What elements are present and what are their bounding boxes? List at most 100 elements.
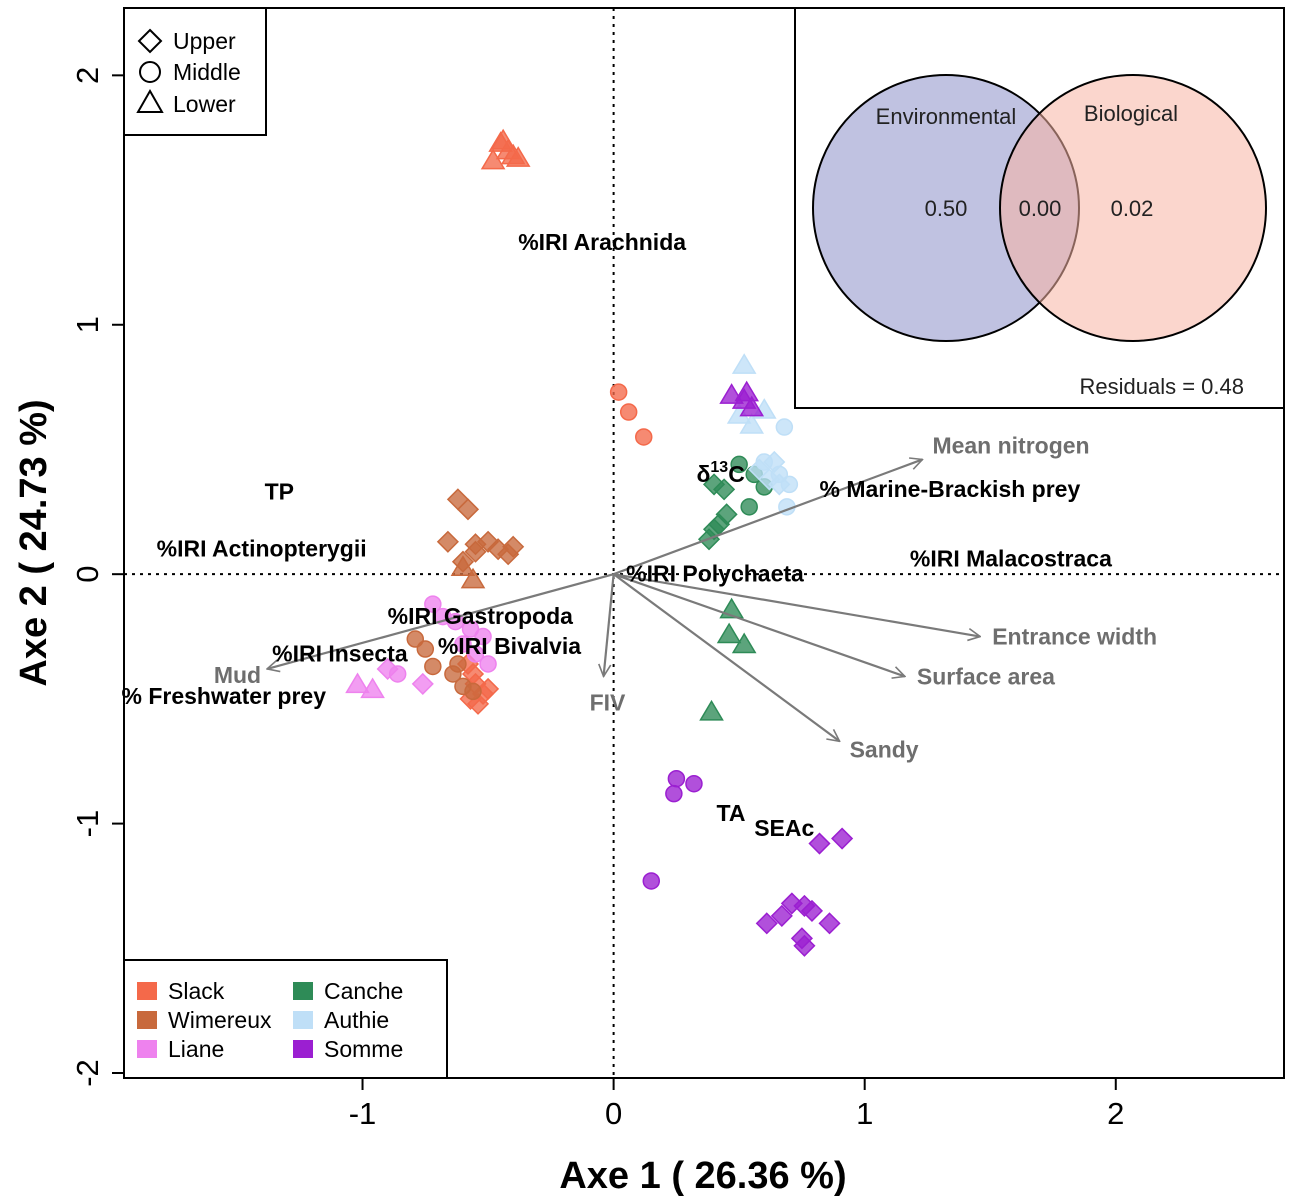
label-marine-brackish-prey: % Marine-Brackish prey xyxy=(819,476,1080,502)
label-freshwater-prey: % Freshwater prey xyxy=(121,683,326,709)
point-slack-circle xyxy=(609,383,628,401)
site-legend-box xyxy=(123,959,448,1079)
vector-mud xyxy=(267,573,614,669)
point-wimereux-diamond xyxy=(502,535,525,558)
point-slack-triangle xyxy=(490,128,516,150)
shape-legend: Upper Middle Lower xyxy=(123,7,267,136)
point-wimereux-circle xyxy=(416,640,435,658)
point-liane-circle xyxy=(424,595,442,613)
site-legend: Slack Wimereux Liane Canche Authie Somme xyxy=(123,959,448,1079)
point-liane-circle xyxy=(474,627,492,646)
points-layer xyxy=(345,128,854,957)
point-somme-circle xyxy=(642,872,661,890)
point-wimereux-diamond xyxy=(456,498,480,521)
legend-swatch-wimereux xyxy=(137,1011,157,1029)
point-wimereux-circle xyxy=(424,657,442,676)
response-labels: %IRI Arachnida TP %IRI Actinopterygii %IRI … xyxy=(121,229,1112,841)
vector-sandy xyxy=(612,573,840,741)
point-somme-diamond xyxy=(800,899,824,922)
vector-label-fiv: FIV xyxy=(590,689,626,715)
point-slack-diamond xyxy=(466,692,490,715)
venn-inset: Environmental Biological 0.50 0.00 0.02 … xyxy=(794,7,1285,409)
point-canche-circle xyxy=(740,498,758,516)
point-liane-diamond xyxy=(411,672,434,695)
vector-mean-nitrogen xyxy=(613,459,923,576)
series-wimereux xyxy=(406,488,525,701)
legend-swatch-somme xyxy=(293,1040,313,1058)
x-axis-title: Axe 1 ( 26.36 %) xyxy=(559,1155,846,1197)
label-tp: TP xyxy=(265,478,294,504)
y-axis: -2 -1 0 1 2 xyxy=(70,67,125,1087)
label-iri-gastropoda: %IRI Gastropoda xyxy=(388,603,574,629)
point-liane-circle xyxy=(454,635,472,653)
vector-label-sandy: Sandy xyxy=(850,736,919,762)
point-somme-diamond xyxy=(831,827,854,850)
label-iri-arachnida: %IRI Arachnida xyxy=(518,229,686,255)
point-somme-diamond xyxy=(818,912,841,935)
point-wimereux-circle xyxy=(464,682,482,701)
label-seac: SEAc xyxy=(754,815,814,841)
shape-legend-box xyxy=(123,7,267,136)
point-liane-circle xyxy=(479,655,497,673)
series-canche xyxy=(697,455,774,721)
delta13c-label: δ13C xyxy=(696,459,744,487)
vector-surface-area xyxy=(613,573,905,676)
shape-legend-upper: Upper xyxy=(173,28,236,54)
x-tick-label: -1 xyxy=(349,1096,377,1131)
point-liane-circle xyxy=(388,665,407,683)
vector-label-entrance-width: Entrance width xyxy=(992,624,1157,650)
point-somme-triangle xyxy=(734,380,760,402)
x-tick-label: 1 xyxy=(856,1096,873,1131)
venn-biological-label: Biological xyxy=(1084,101,1178,126)
legend-swatch-slack xyxy=(137,982,157,1000)
point-liane-triangle xyxy=(360,677,385,699)
y-tick-label: 2 xyxy=(70,67,105,84)
y-tick-label: 0 xyxy=(70,566,105,583)
venn-residuals: Residuals = 0.48 xyxy=(1080,374,1245,399)
vector-label-surface-area: Surface area xyxy=(917,663,1055,689)
point-canche-circle xyxy=(730,455,748,474)
y-axis-title: Axe 2 ( 24.73 %) xyxy=(13,399,55,686)
x-tick-label: 0 xyxy=(605,1096,622,1131)
point-authie-diamond xyxy=(758,468,781,491)
label-iri-actinopterygii: %IRI Actinopterygii xyxy=(157,536,367,562)
point-liane-circle xyxy=(466,645,485,663)
x-axis: -1 0 1 2 xyxy=(349,1078,1124,1131)
vector-fiv xyxy=(604,574,615,676)
legend-label-canche: Canche xyxy=(324,978,403,1004)
triangle-icon xyxy=(136,88,164,113)
legend-label-authie: Authie xyxy=(324,1007,389,1033)
legend-swatch-authie xyxy=(293,1011,313,1029)
label-iri-polychaeta: %IRI Polychaeta xyxy=(626,561,804,587)
venn-biological-circle xyxy=(999,74,1267,342)
series-somme xyxy=(642,380,854,957)
point-wimereux-triangle xyxy=(460,567,486,589)
venn-shared-value: 0.00 xyxy=(1019,196,1062,221)
point-authie-circle xyxy=(775,418,794,436)
venn-biological-value: 0.02 xyxy=(1111,196,1154,221)
point-authie-diamond xyxy=(763,450,786,473)
point-slack-circle xyxy=(619,403,638,421)
point-somme-diamond xyxy=(808,832,831,855)
vector-entrance-width xyxy=(613,573,981,636)
point-wimereux-circle xyxy=(449,655,467,673)
point-liane-triangle xyxy=(345,672,370,694)
delta-superscript: 13 xyxy=(710,459,728,476)
point-wimereux-diamond xyxy=(436,530,459,553)
point-somme-triangle xyxy=(739,395,765,417)
legend-label-wimereux: Wimereux xyxy=(168,1007,272,1033)
point-slack-triangle xyxy=(480,148,506,170)
point-wimereux-diamond xyxy=(464,540,487,563)
venn-environmental-label: Environmental xyxy=(876,104,1017,129)
point-somme-diamond xyxy=(755,912,778,935)
y-tick-label: 1 xyxy=(70,316,105,333)
shape-legend-lower: Lower xyxy=(173,91,236,117)
point-somme-circle xyxy=(667,769,686,788)
venn-environmental-value: 0.50 xyxy=(925,196,968,221)
legend-swatch-liane xyxy=(137,1040,157,1058)
point-liane-circle xyxy=(461,620,480,638)
circle-icon xyxy=(139,61,161,83)
diamond-icon xyxy=(137,28,163,54)
y-tick-label: -1 xyxy=(70,810,105,838)
